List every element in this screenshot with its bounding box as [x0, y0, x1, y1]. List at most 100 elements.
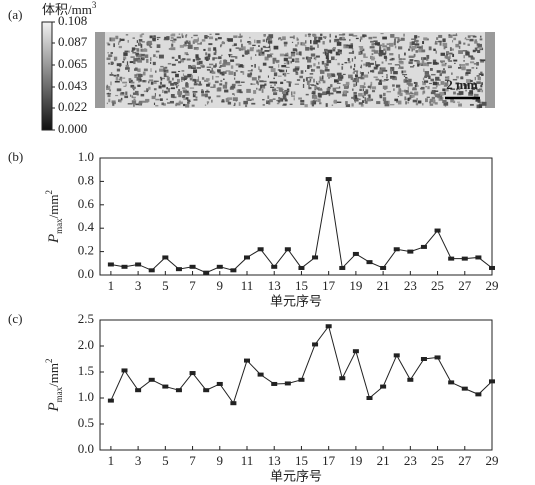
pore [170, 39, 174, 42]
pore [382, 85, 388, 89]
pore [407, 86, 409, 91]
pore [145, 99, 149, 103]
pore [423, 37, 428, 41]
pore [390, 75, 395, 79]
pore [273, 77, 275, 80]
pore [135, 52, 139, 56]
pore [316, 36, 318, 39]
pore [473, 93, 476, 98]
pore [113, 43, 115, 48]
pore [249, 47, 254, 52]
pore [367, 94, 369, 96]
pore [306, 81, 310, 85]
pore [237, 89, 242, 93]
pore [282, 73, 285, 76]
pore [415, 50, 418, 53]
pore [164, 36, 168, 39]
pore [291, 52, 295, 54]
pore [295, 72, 299, 76]
pore [371, 86, 377, 90]
pore [150, 62, 152, 64]
data-point [366, 396, 373, 400]
y-tick-label: 1.5 [78, 363, 94, 378]
pore [345, 81, 350, 85]
pore [119, 100, 122, 103]
pore [278, 37, 280, 41]
pore [118, 78, 123, 81]
pore [473, 63, 477, 65]
pore [334, 35, 337, 38]
pore [330, 56, 335, 61]
pore [219, 61, 222, 65]
pore [163, 67, 166, 72]
pore [146, 88, 149, 92]
pore [390, 34, 395, 38]
pore [185, 85, 189, 88]
pore [431, 96, 435, 100]
pore [171, 63, 176, 66]
pore [475, 47, 478, 52]
pore [217, 69, 221, 72]
pore [284, 54, 289, 57]
pore [323, 36, 327, 39]
pore [239, 33, 241, 37]
pore [233, 104, 236, 107]
pore [157, 38, 159, 41]
pore [254, 63, 256, 68]
pore [480, 59, 486, 62]
pore [435, 76, 440, 81]
pore [171, 33, 176, 37]
pore [463, 60, 465, 62]
pore [109, 89, 111, 92]
pore [136, 77, 142, 81]
pore [236, 89, 239, 93]
pore [458, 91, 464, 95]
pore [155, 104, 159, 107]
pore [411, 47, 416, 51]
pore [341, 63, 344, 66]
x-tick-label: 15 [295, 278, 308, 293]
pore [183, 103, 186, 107]
pore [131, 100, 137, 104]
pore [353, 83, 356, 87]
pore [476, 61, 479, 66]
pore [118, 40, 121, 43]
pore [318, 36, 323, 40]
pore [241, 64, 245, 68]
pore [185, 40, 189, 44]
pore [189, 87, 195, 89]
pore [268, 66, 274, 69]
pore [129, 94, 132, 97]
pore [315, 55, 320, 58]
pore [398, 60, 404, 63]
pore [360, 36, 363, 40]
x-tick-label: 27 [458, 453, 472, 468]
pore [136, 48, 140, 52]
pore [134, 90, 139, 95]
pore [240, 39, 242, 43]
pore [197, 76, 199, 81]
pore [389, 53, 394, 56]
pore [279, 69, 283, 72]
pore [228, 71, 234, 75]
pore [201, 90, 204, 94]
pore [338, 33, 344, 36]
pore [405, 92, 411, 95]
pore [452, 40, 454, 43]
pore [318, 61, 320, 65]
pore [478, 104, 483, 108]
pore [337, 49, 340, 51]
pore [443, 45, 446, 50]
pore [222, 71, 227, 74]
pore [272, 98, 276, 100]
x-tick-label: 21 [377, 453, 390, 468]
data-point [175, 267, 182, 272]
pore [112, 62, 114, 65]
pore [263, 80, 267, 83]
pore [148, 45, 151, 47]
pore [192, 91, 198, 93]
pore [283, 41, 288, 45]
pore [344, 62, 348, 64]
pore [480, 84, 483, 88]
pore [204, 93, 208, 98]
